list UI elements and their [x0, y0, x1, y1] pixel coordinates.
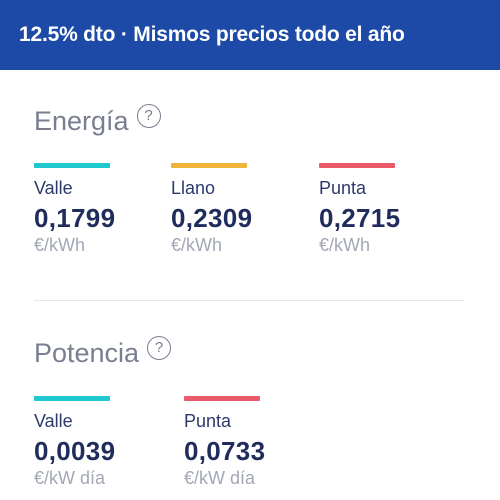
power-help-icon[interactable]: ?	[147, 335, 172, 360]
power-punta-price: 0,0733	[184, 436, 266, 466]
energy-section-title: Energía ?	[34, 103, 161, 137]
power-valle-price: 0,0039	[34, 436, 116, 466]
power-punta-unit: €/kW día	[184, 468, 256, 488]
energy-llano-price: 0,2309	[171, 203, 253, 233]
power-valle-unit: €/kW día	[34, 468, 106, 488]
energy-punta-unit: €/kWh	[319, 235, 371, 255]
energy-punta-price: 0,2715	[319, 203, 401, 233]
power-tier-punta: Punta 0,0733 €/kW día	[184, 396, 265, 489]
energy-llano-color-bar	[171, 163, 247, 168]
energy-valle-color-bar	[34, 163, 110, 168]
energy-llano-label: Llano	[171, 178, 216, 198]
energy-valle-unit: €/kWh	[34, 235, 86, 255]
energy-tier-llano: Llano 0,2309 €/kWh	[171, 163, 252, 256]
power-punta-label: Punta	[184, 411, 232, 431]
energy-tier-punta: Punta 0,2715 €/kWh	[319, 163, 400, 256]
power-valle-label: Valle	[34, 411, 73, 431]
banner-text: 12.5% dto · Mismos precios todo el año	[19, 23, 405, 46]
energy-punta-label: Punta	[319, 178, 367, 198]
discount-banner: 12.5% dto · Mismos precios todo el año	[0, 0, 500, 70]
power-tier-valle: Valle 0,0039 €/kW día	[34, 396, 115, 489]
power-punta-color-bar	[184, 396, 260, 401]
energy-valle-label: Valle	[34, 178, 73, 198]
power-section-title: Potencia ?	[34, 335, 172, 369]
energy-help-icon[interactable]: ?	[136, 103, 161, 128]
energy-tier-valle: Valle 0,1799 €/kWh	[34, 163, 115, 256]
energy-title: Energía	[34, 106, 129, 136]
energy-llano-unit: €/kWh	[171, 235, 223, 255]
power-valle-color-bar	[34, 396, 110, 401]
energy-punta-color-bar	[319, 163, 395, 168]
prices-card: Energía ? Valle 0,1799 €/kWh Llano 0,230…	[0, 70, 500, 500]
section-divider	[34, 300, 464, 301]
energy-valle-price: 0,1799	[34, 203, 116, 233]
power-title: Potencia	[34, 338, 140, 368]
